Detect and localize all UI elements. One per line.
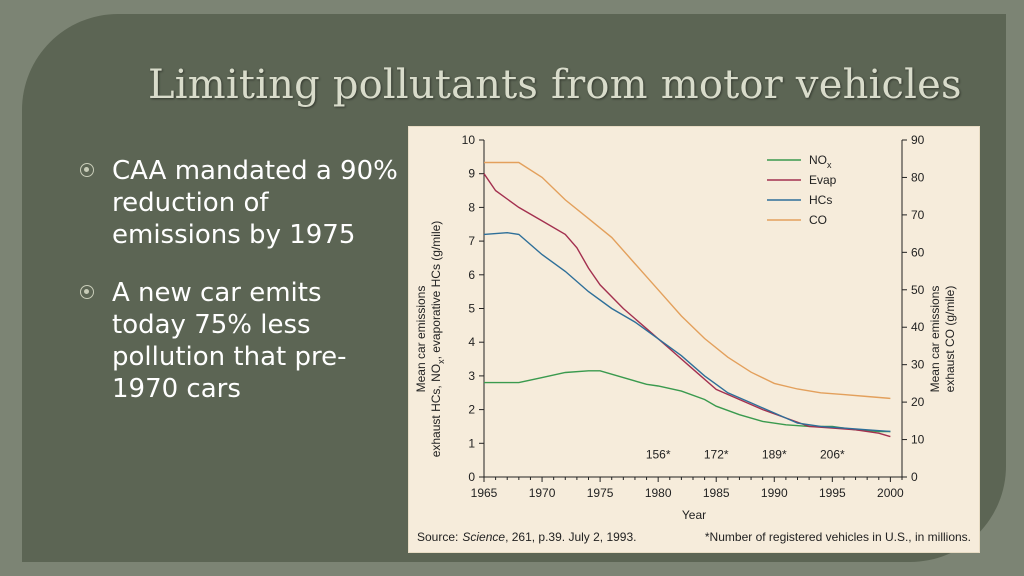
x-tick-label: 1995 — [819, 486, 846, 500]
chart-legend: NOx Evap HCs CO — [767, 153, 837, 227]
source-journal: Science — [462, 530, 505, 544]
y-left-tick-label: 9 — [468, 167, 475, 181]
y-right-tick-label: 0 — [911, 470, 918, 484]
y-left-tick-label: 10 — [462, 133, 476, 147]
y-right-tick-label: 40 — [911, 320, 925, 334]
legend-label-hcs: HCs — [809, 193, 832, 207]
source-label: Source: — [417, 530, 458, 544]
y-right-tick-label: 20 — [911, 395, 925, 409]
emissions-chart-figure: 1965 1970 1975 1980 1985 1990 1995 2000 0 1 2 3 4 5 6 7… — [408, 126, 980, 553]
y-axis-right-label: Mean car emissions exhaust CO (g/mile) — [928, 286, 957, 393]
y-left-tick-label: 0 — [468, 470, 475, 484]
y-right-tick-label: 70 — [911, 208, 925, 222]
slide-title: Limiting pollutants from motor vehicles — [148, 62, 962, 108]
y-right-tick-label: 90 — [911, 133, 925, 147]
x-tick-label: 1990 — [761, 486, 788, 500]
source-text: Source: Science, 261, p.39. July 2, 1993. — [417, 530, 637, 544]
y-right-tick-label: 60 — [911, 245, 925, 259]
ticks-layer: 1965 1970 1975 1980 1985 1990 1995 2000 0 1 2 3 4 5 6 7… — [462, 133, 925, 500]
x-tick-label: 1970 — [529, 486, 556, 500]
y-left-tick-label: 4 — [468, 335, 475, 349]
y-left-tick-label: 5 — [468, 302, 475, 316]
y-right-tick-label: 30 — [911, 358, 925, 372]
legend-nox-sub: x — [827, 160, 832, 170]
y-axis-left-label: Mean car emissions exhaust HCs, NOx, eva… — [414, 221, 446, 458]
vehicle-count-annotation: 189* — [762, 447, 787, 461]
bullet-list: CAA mandated a 90% reduction of emission… — [78, 155, 398, 431]
series-line-nox — [484, 370, 891, 433]
x-tick-label: 1975 — [587, 486, 614, 500]
vehicle-count-annotation: 206* — [820, 447, 845, 461]
y-left-label-part-a: exhaust HCs, NO — [429, 364, 443, 457]
source-details: , 261, p.39. July 2, 1993. — [505, 530, 636, 544]
footnote-text: *Number of registered vehicles in U.S., … — [705, 530, 971, 544]
y-left-label-sub: x — [436, 359, 446, 364]
y-right-tick-label: 50 — [911, 283, 925, 297]
y-left-tick-label: 7 — [468, 234, 475, 248]
x-tick-label: 1965 — [471, 486, 498, 500]
bullet-circle-icon — [80, 285, 94, 299]
y-left-tick-label: 1 — [468, 436, 475, 450]
series-line-evap — [483, 173, 891, 438]
emissions-line-chart: 1965 1970 1975 1980 1985 1990 1995 2000 0 1 2 3 4 5 6 7… — [414, 133, 971, 544]
bullet-text: A new car emits today 75% less pollution… — [112, 278, 347, 404]
bullet-item: CAA mandated a 90% reduction of emission… — [78, 155, 398, 251]
y-left-tick-label: 6 — [468, 268, 475, 282]
x-tick-label: 1980 — [645, 486, 672, 500]
annotations-layer: 156* 172* 189* 206* — [646, 447, 845, 461]
y-right-tick-label: 80 — [911, 170, 925, 184]
legend-label-co: CO — [809, 213, 827, 227]
bullet-item: A new car emits today 75% less pollution… — [78, 277, 398, 405]
legend-label-evap: Evap — [809, 173, 837, 187]
y-left-label-line1: Mean car emissions — [414, 286, 428, 393]
legend-label-nox: NOx — [809, 153, 832, 170]
x-tick-label: 2000 — [877, 486, 904, 500]
y-left-label-line2: exhaust HCs, NOx, evaporative HCs (g/mil… — [429, 221, 446, 458]
series-lines-layer — [483, 161, 891, 438]
y-right-label-line2: exhaust CO (g/mile) — [943, 286, 957, 393]
y-right-label-line1: Mean car emissions — [928, 286, 942, 393]
series-line-co — [484, 161, 891, 400]
legend-nox-base: NO — [809, 153, 827, 167]
y-left-label-part-b: , evaporative HCs (g/mile) — [429, 221, 443, 360]
y-left-tick-label: 8 — [468, 200, 475, 214]
bullet-text: CAA mandated a 90% reduction of emission… — [112, 156, 398, 250]
vehicle-count-annotation: 156* — [646, 447, 671, 461]
x-tick-label: 1985 — [703, 486, 730, 500]
y-left-tick-label: 2 — [468, 403, 475, 417]
y-left-tick-label: 3 — [468, 369, 475, 383]
vehicle-count-annotation: 172* — [704, 447, 729, 461]
bullet-circle-icon — [80, 163, 94, 177]
y-right-tick-label: 10 — [911, 433, 925, 447]
series-line-hcs — [483, 231, 891, 433]
x-axis-label: Year — [682, 508, 706, 522]
